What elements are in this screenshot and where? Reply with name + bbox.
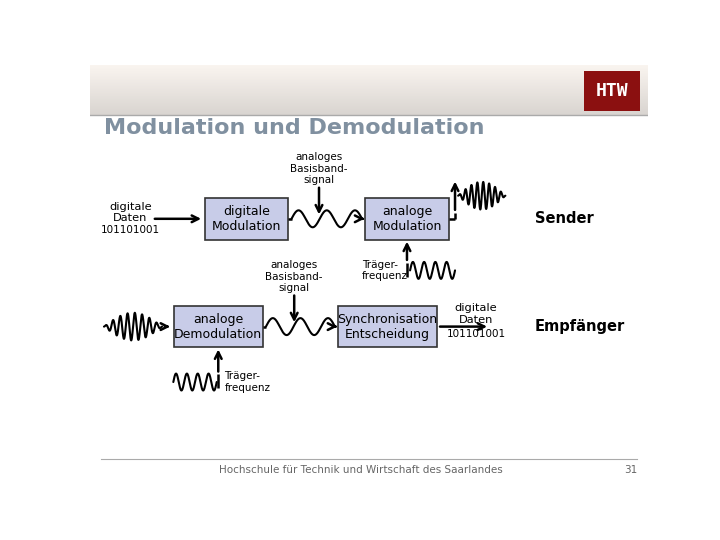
Bar — [90, 86, 648, 87]
Bar — [90, 78, 648, 79]
Bar — [90, 73, 648, 74]
Bar — [90, 74, 648, 75]
Bar — [90, 97, 648, 98]
Bar — [90, 98, 648, 99]
Bar — [90, 72, 648, 73]
Bar — [90, 87, 648, 88]
Text: analoge
Modulation: analoge Modulation — [372, 205, 441, 233]
Bar — [90, 76, 648, 77]
Text: analoge
Demodulation: analoge Demodulation — [174, 313, 262, 341]
Bar — [90, 77, 648, 78]
Bar — [90, 92, 648, 93]
Bar — [90, 85, 648, 86]
Bar — [338, 306, 437, 347]
Bar — [90, 79, 648, 80]
Text: digitale
Daten: digitale Daten — [109, 202, 152, 224]
Bar — [90, 114, 648, 115]
Text: 101101001: 101101001 — [446, 329, 505, 339]
Text: digitale
Daten: digitale Daten — [454, 303, 498, 325]
Text: Modulation und Demodulation: Modulation und Demodulation — [104, 118, 485, 138]
Bar — [90, 90, 648, 91]
Bar — [90, 111, 648, 112]
Bar — [90, 104, 648, 105]
Bar — [90, 101, 648, 102]
Bar — [90, 80, 648, 81]
Bar — [90, 75, 648, 76]
Text: 101101001: 101101001 — [101, 225, 160, 234]
Bar — [174, 306, 263, 347]
Text: Synchronisation
Entscheidung: Synchronisation Entscheidung — [338, 313, 438, 341]
Bar — [90, 91, 648, 92]
Bar — [90, 66, 648, 67]
Bar — [365, 198, 449, 240]
Bar — [90, 109, 648, 110]
Bar — [90, 71, 648, 72]
Bar — [90, 95, 648, 96]
Bar — [90, 67, 648, 68]
Bar — [90, 82, 648, 83]
Bar — [90, 107, 648, 108]
Text: analoges
Basisband-
signal: analoges Basisband- signal — [290, 152, 348, 185]
Bar — [90, 94, 648, 95]
Bar — [90, 88, 648, 89]
Bar — [204, 198, 289, 240]
Bar — [90, 65, 648, 66]
Bar — [90, 81, 648, 82]
Bar — [90, 102, 648, 103]
Bar — [90, 110, 648, 111]
Text: 31: 31 — [624, 465, 638, 475]
Bar — [90, 100, 648, 101]
Text: Träger-
frequenz: Träger- frequenz — [362, 260, 408, 281]
Bar — [90, 113, 648, 114]
Bar — [90, 83, 648, 84]
Text: Hochschule für Technik und Wirtschaft des Saarlandes: Hochschule für Technik und Wirtschaft de… — [220, 465, 503, 475]
Text: Sender: Sender — [535, 211, 593, 226]
Bar — [90, 112, 648, 113]
Bar — [90, 84, 648, 85]
Bar — [90, 99, 648, 100]
Bar — [90, 68, 648, 69]
Bar — [90, 105, 648, 106]
Text: digitale
Modulation: digitale Modulation — [212, 205, 282, 233]
Bar — [90, 69, 648, 70]
Text: Träger-
frequenz: Träger- frequenz — [225, 371, 271, 393]
Bar — [90, 108, 648, 109]
Bar — [90, 106, 648, 107]
Bar — [90, 70, 648, 71]
Bar — [90, 96, 648, 97]
Text: HTW: HTW — [596, 82, 629, 100]
Text: Empfänger: Empfänger — [535, 319, 625, 334]
Bar — [90, 89, 648, 90]
Text: analoges
Basisband-
signal: analoges Basisband- signal — [266, 260, 323, 293]
Bar — [585, 71, 640, 111]
Bar — [90, 103, 648, 104]
Bar — [90, 93, 648, 94]
